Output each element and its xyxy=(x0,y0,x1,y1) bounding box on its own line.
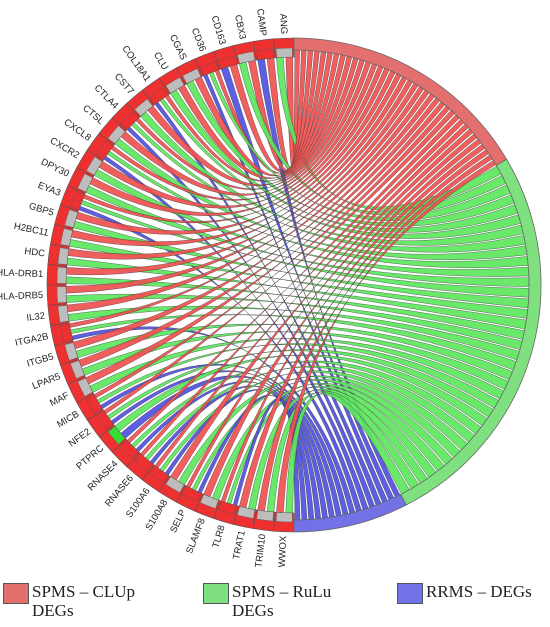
gene-label: EYA3 xyxy=(36,180,62,199)
gene-membership-cell xyxy=(134,453,153,472)
legend-label: RRMS – DEGs xyxy=(426,582,532,601)
gene-membership-cell xyxy=(96,410,114,430)
gene-membership-cell xyxy=(77,377,93,397)
gene-label: CD36 xyxy=(189,27,208,54)
gene-label: H2BC11 xyxy=(13,221,50,239)
gene-membership-cell xyxy=(256,48,274,61)
gene-label: ANG xyxy=(277,13,289,34)
gene-blocks-layer xyxy=(46,37,295,533)
gene-membership-cell xyxy=(182,68,202,84)
gene-membership-cell xyxy=(86,156,103,176)
gene-membership-cell xyxy=(70,360,85,379)
gene-label: TRAT1 xyxy=(231,530,248,561)
gene-label: CLU xyxy=(151,50,170,72)
gene-membership-cell xyxy=(56,286,67,304)
gene-membership-cell xyxy=(149,87,169,105)
gene-membership-cell xyxy=(64,209,79,228)
legend-item-spms-clup: SPMS – CLUp DEGs xyxy=(3,582,135,620)
gene-label: TLR8 xyxy=(210,524,227,549)
legend-item-spms-rulu: SPMS – RuLu DEGs xyxy=(203,582,331,620)
legend-item-rrms: RRMS – DEGs xyxy=(397,582,532,604)
gene-label: GBP5 xyxy=(28,201,55,219)
legend: SPMS – CLUp DEGs SPMS – RuLu DEGs RRMS –… xyxy=(0,574,550,627)
group-arc xyxy=(293,493,407,533)
gene-label: TRIM10 xyxy=(253,533,268,568)
gene-label: CAMP xyxy=(254,8,268,37)
gene-membership-cell xyxy=(149,465,169,483)
gene-label: MAF xyxy=(48,390,71,409)
gene-label: LPAR5 xyxy=(31,371,62,392)
gene-label: IL32 xyxy=(26,311,46,324)
gene-membership-cell xyxy=(275,47,293,58)
gene-label: CST7 xyxy=(112,71,136,97)
gene-membership-cell xyxy=(165,476,185,493)
gene-membership-cell xyxy=(107,125,126,144)
gene-membership-cell xyxy=(60,323,73,342)
gene-membership-cell xyxy=(218,500,237,515)
gene-label: SLAMF8 xyxy=(184,517,208,555)
gene-label: CTLA4 xyxy=(92,83,121,112)
gene-membership-cell xyxy=(275,512,293,523)
gene-membership-cell xyxy=(56,266,67,284)
gene-membership-cell xyxy=(120,111,139,130)
gene-label: HLA-DRB1 xyxy=(0,267,43,280)
gene-membership-cell xyxy=(70,191,85,210)
gene-label: WWOX xyxy=(277,535,289,568)
gene-label: S100A6 xyxy=(124,486,153,520)
gene-membership-cell xyxy=(64,342,79,361)
legend-label: SPMS – RuLu DEGs xyxy=(232,582,332,620)
gene-label: HLA-DRB5 xyxy=(0,290,43,303)
gene-membership-cell xyxy=(200,61,219,76)
legend-swatch-green xyxy=(203,583,229,604)
gene-label: CBX3 xyxy=(232,14,248,41)
gene-membership-cell xyxy=(86,394,103,414)
gene-membership-cell xyxy=(77,173,93,193)
gene-label: CXCR2 xyxy=(48,135,81,161)
gene-membership-cell xyxy=(218,55,237,70)
gene-label: MICB xyxy=(55,409,81,431)
gene-label: ITGB5 xyxy=(26,351,55,369)
group-arcs-layer xyxy=(293,37,542,533)
gene-membership-cell xyxy=(120,440,139,459)
gene-label: NFE2 xyxy=(67,426,93,449)
gene-membership-cell xyxy=(134,98,153,117)
gene-label: PTPRC xyxy=(74,443,106,472)
gene-label: S100A8 xyxy=(143,498,170,533)
gene-membership-cell xyxy=(96,140,114,160)
gene-membership-cell xyxy=(182,486,202,502)
gene-label: CGAS xyxy=(167,33,189,62)
gene-membership-cell xyxy=(200,494,219,509)
gene-label: CD163 xyxy=(209,15,228,46)
gene-membership-cell xyxy=(237,506,256,519)
gene-label: ITGA2B xyxy=(14,331,49,349)
gene-label: CXCL8 xyxy=(62,117,93,144)
gene-membership-cell xyxy=(256,509,274,522)
gene-label: SELP xyxy=(168,508,189,535)
gene-membership-cell xyxy=(237,51,256,64)
gene-label: CTSL xyxy=(80,103,106,127)
gene-membership-cell xyxy=(57,247,70,265)
gene-membership-cell xyxy=(60,228,73,247)
chord-diagram: ANGCAMPCBX3CD163CD36CGASCLUCOL18A1CST7CT… xyxy=(0,8,542,568)
gene-membership-cell xyxy=(107,426,126,445)
gene-label: DPY30 xyxy=(39,157,71,180)
gene-label: HDC xyxy=(24,246,46,259)
legend-swatch-red xyxy=(3,583,29,604)
legend-label: SPMS – CLUp DEGs xyxy=(32,582,135,620)
legend-swatch-blue xyxy=(397,583,423,604)
gene-membership-cell xyxy=(165,77,185,94)
gene-membership-cell xyxy=(57,305,70,323)
